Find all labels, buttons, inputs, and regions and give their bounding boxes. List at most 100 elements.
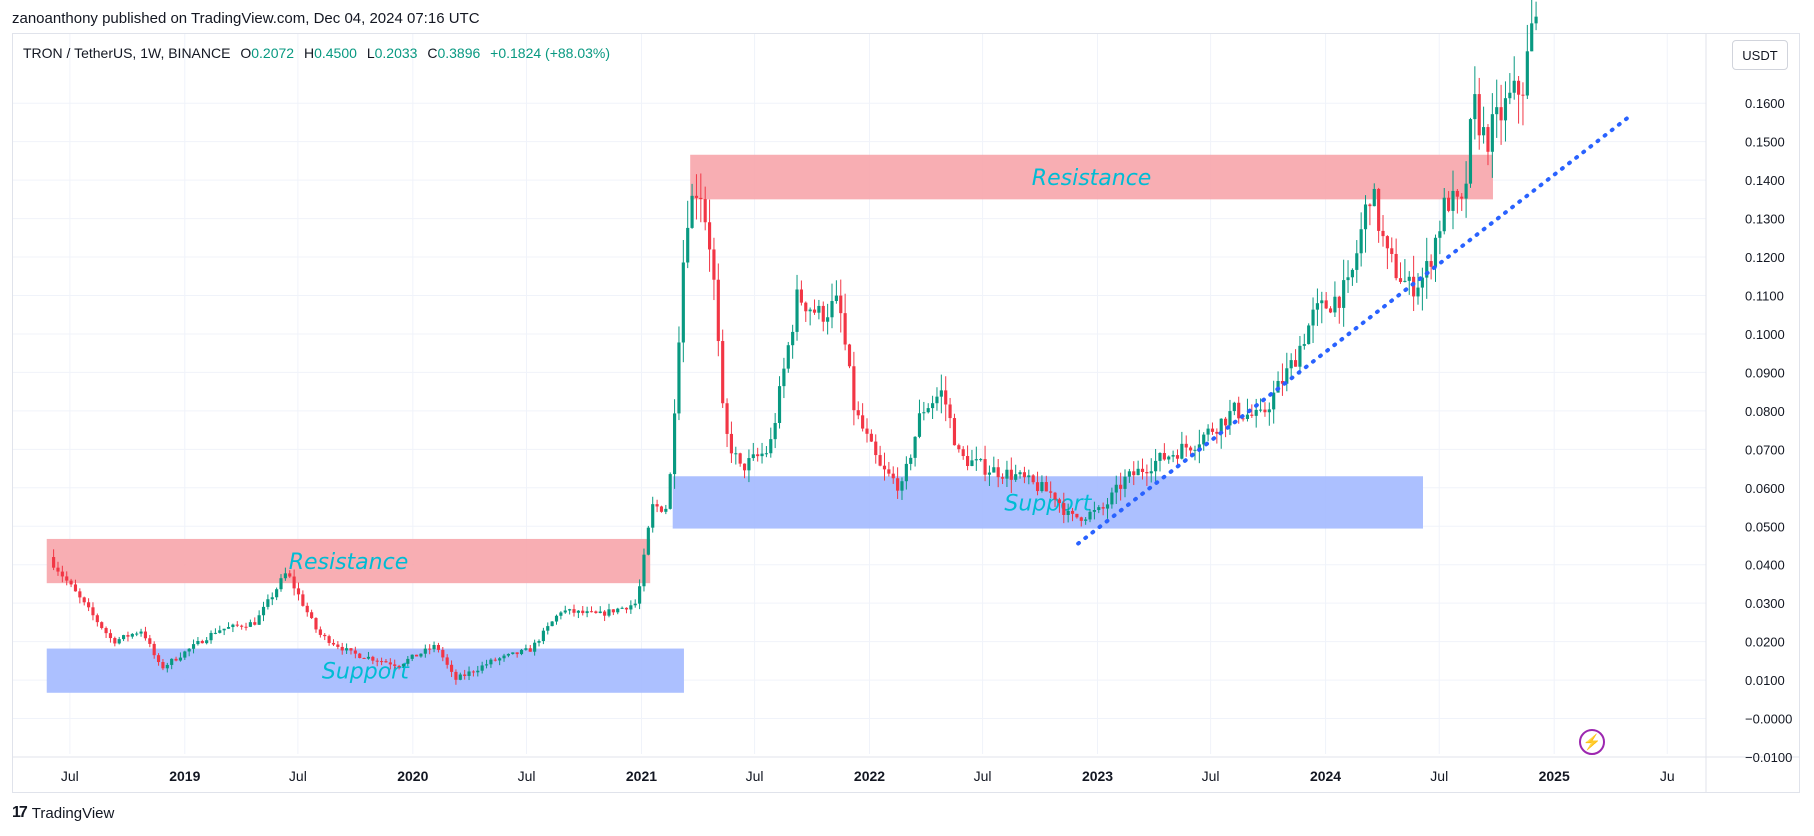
candle-body — [1534, 16, 1538, 24]
candle-body — [1000, 477, 1005, 479]
candle-body — [519, 649, 524, 655]
x-tick-label: Jul — [746, 768, 764, 784]
candle-body — [524, 648, 528, 650]
candle-body — [441, 649, 445, 658]
candle-body — [1127, 471, 1131, 477]
candle-body — [1517, 80, 1521, 95]
candle-body — [388, 662, 392, 665]
candle-body — [1490, 114, 1494, 152]
candle-body — [939, 390, 943, 397]
y-tick-label: 0.0100 — [1745, 673, 1785, 688]
candle-body — [694, 195, 699, 198]
chart-frame[interactable] — [12, 33, 1800, 793]
candle-body — [563, 610, 567, 613]
candle-body — [861, 415, 865, 429]
candle-body — [511, 652, 515, 654]
x-tick-label: Ju — [1660, 768, 1675, 784]
candle-body — [966, 456, 970, 466]
candle-body — [1512, 80, 1516, 93]
candle-body — [585, 611, 589, 614]
candle-body — [528, 648, 532, 652]
candle-body — [681, 262, 685, 343]
candle-body — [296, 588, 301, 595]
candle-body — [917, 413, 922, 437]
candle-body — [782, 368, 786, 387]
candle-body — [1075, 513, 1079, 518]
candle-body — [288, 573, 292, 577]
y-tick-label: 0.1000 — [1745, 327, 1785, 342]
candle-body — [152, 643, 156, 656]
candle-body — [1381, 230, 1385, 237]
candle-body — [554, 615, 559, 622]
candle-body — [122, 635, 126, 640]
y-tick-label: 0.0300 — [1745, 596, 1785, 611]
candle-body — [712, 249, 716, 280]
candle-body — [1084, 519, 1088, 521]
zone-label: Resistance — [289, 550, 409, 575]
legend-high-label: H — [303, 45, 315, 61]
candle-body — [170, 658, 174, 665]
candle-body — [358, 653, 362, 658]
candle-body — [60, 571, 64, 577]
candle-body — [1477, 94, 1481, 136]
candle-body — [1363, 204, 1368, 230]
x-axis: Jul 2019 Jul 2020 Jul 2021 Jul 2022 Jul 2023 Jul 20… — [61, 768, 1675, 784]
candle-body — [1438, 231, 1442, 238]
candle-body — [270, 597, 274, 600]
currency-button[interactable]: USDT — [1732, 40, 1788, 70]
candle-body — [1403, 280, 1407, 282]
candle-body — [1237, 402, 1241, 419]
candle-body — [362, 657, 366, 659]
candle-body — [1499, 107, 1503, 121]
candle-body — [1468, 119, 1473, 184]
trendline-dotted — [1076, 114, 1632, 546]
candle-body — [231, 624, 235, 628]
candle-body — [345, 648, 349, 651]
candle-body — [865, 428, 869, 434]
candle-body — [174, 658, 178, 661]
candle-body — [235, 624, 239, 626]
legend-symbol[interactable]: TRON / TetherUS, 1W, BINANCE — [23, 45, 231, 61]
candle-body — [275, 589, 279, 598]
lightning-bolt-icon[interactable]: ⚡ — [1579, 729, 1605, 755]
candle-body — [773, 422, 777, 440]
candle-body — [1368, 204, 1372, 207]
candle-body — [222, 628, 226, 631]
candle-body — [738, 453, 742, 464]
candle-body — [686, 227, 690, 263]
y-tick-label: 0.0200 — [1745, 635, 1785, 650]
candle-body — [73, 584, 78, 592]
candle-body — [1053, 492, 1057, 500]
candle-body — [130, 633, 134, 637]
candle-body — [1005, 469, 1009, 479]
candle-body — [777, 386, 782, 423]
candle-body — [1302, 344, 1306, 346]
candle-body — [1385, 236, 1389, 249]
candle-body — [436, 644, 441, 650]
symbol-legend: TRON / TetherUS, 1W, BINANCE O0.2072 H0.… — [23, 45, 610, 61]
candle-body — [1451, 190, 1455, 211]
candle-body — [1145, 471, 1149, 474]
candle-body — [878, 455, 882, 466]
candle-body — [1285, 368, 1289, 384]
candle-body — [839, 295, 843, 314]
candle-body — [266, 599, 270, 607]
y-tick-label: 0.0600 — [1745, 481, 1785, 496]
candle-body — [734, 453, 738, 455]
candle-body — [406, 658, 410, 664]
candle-body — [336, 644, 340, 647]
candle-body — [804, 302, 808, 312]
footer-branding[interactable]: 17 TradingView — [12, 804, 114, 822]
candle-body — [432, 644, 436, 650]
candle-body — [213, 632, 217, 634]
candle-body — [87, 602, 91, 608]
candle-body — [82, 597, 86, 603]
candle-body — [1377, 188, 1381, 231]
candle-body — [533, 642, 537, 652]
candle-body — [1101, 507, 1105, 509]
y-tick-label: 0.1200 — [1745, 250, 1785, 265]
candle-body — [896, 478, 900, 491]
candle-body — [1193, 449, 1197, 451]
candle-body — [314, 618, 318, 630]
